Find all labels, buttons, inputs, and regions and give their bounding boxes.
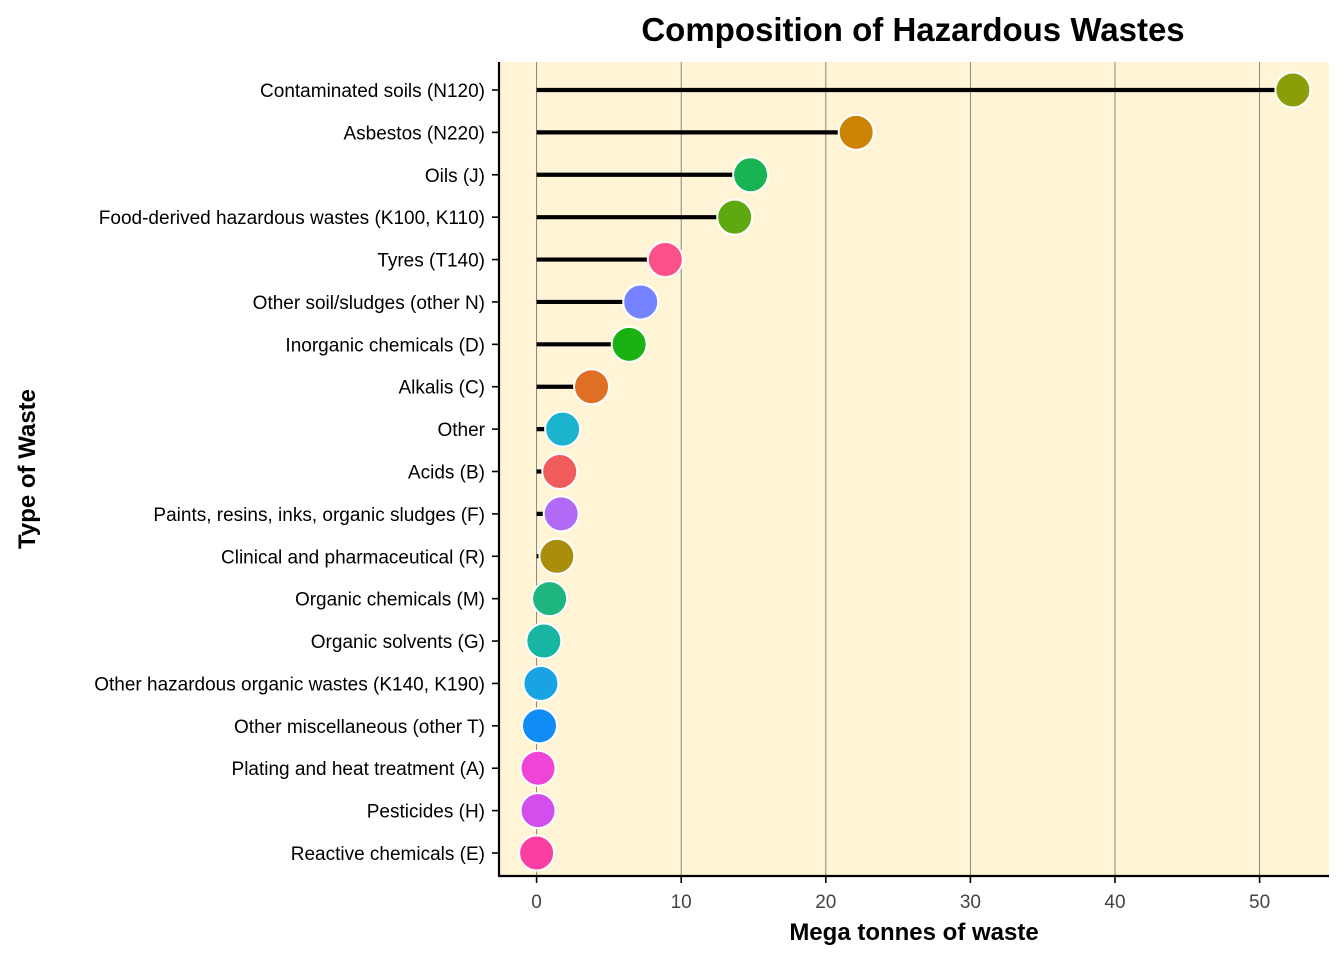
data-point xyxy=(542,495,580,533)
y-tick-label: Other hazardous organic wastes (K140, K1… xyxy=(94,674,485,695)
data-point xyxy=(732,156,770,194)
data-point xyxy=(646,241,684,279)
x-tick-label: 30 xyxy=(960,892,981,913)
y-tick-label: Inorganic chemicals (D) xyxy=(285,335,485,356)
y-tick-label: Pesticides (H) xyxy=(367,802,485,823)
y-tick-label: Food-derived hazardous wastes (K100, K11… xyxy=(99,208,485,229)
y-tick-label: Reactive chemicals (E) xyxy=(291,844,485,865)
x-tick-label: 20 xyxy=(815,892,836,913)
y-tick-label: Other miscellaneous (other T) xyxy=(234,717,485,738)
data-point xyxy=(519,792,557,830)
x-tick-label: 40 xyxy=(1104,892,1125,913)
y-tick-label: Oils (J) xyxy=(425,166,485,187)
y-tick-label: Asbestos (N220) xyxy=(343,123,485,144)
y-axis-title: Type of Waste xyxy=(14,389,41,549)
data-point xyxy=(538,537,576,575)
y-tick-label: Organic chemicals (M) xyxy=(295,590,485,611)
y-tick-label: Paints, resins, inks, organic sludges (F… xyxy=(153,505,485,526)
data-point xyxy=(1274,71,1312,109)
data-point xyxy=(522,664,560,702)
y-tick-label: Clinical and pharmaceutical (R) xyxy=(221,547,485,568)
x-tick-label: 0 xyxy=(531,892,542,913)
data-point xyxy=(837,113,875,151)
data-point xyxy=(610,325,648,363)
x-axis-title: Mega tonnes of waste xyxy=(789,919,1038,946)
x-tick-label: 10 xyxy=(671,892,692,913)
data-point xyxy=(573,368,611,406)
data-point xyxy=(541,453,579,490)
data-point xyxy=(622,283,660,321)
data-point xyxy=(716,198,754,236)
y-tick-label: Alkalis (C) xyxy=(398,378,485,399)
y-tick-label: Other soil/sludges (other N) xyxy=(253,293,485,314)
chart-title: Composition of Hazardous Wastes xyxy=(641,11,1184,48)
y-tick-label: Acids (B) xyxy=(408,463,485,484)
y-tick-label: Tyres (T140) xyxy=(377,251,485,272)
data-point xyxy=(525,622,563,660)
y-tick-label: Organic solvents (G) xyxy=(311,632,485,653)
plot-panel xyxy=(499,62,1329,876)
data-point xyxy=(544,410,582,448)
points xyxy=(518,71,1312,872)
data-point xyxy=(519,749,557,787)
y-tick-label: Other xyxy=(437,420,485,441)
data-point xyxy=(520,707,558,745)
data-point xyxy=(531,580,569,618)
y-tick-label: Contaminated soils (N120) xyxy=(260,81,485,102)
y-tick-label: Plating and heat treatment (A) xyxy=(232,759,485,780)
x-tick-label: 50 xyxy=(1249,892,1270,913)
data-point xyxy=(518,834,556,872)
x-ticks: 0 10 20 30 40 50 xyxy=(531,876,1270,913)
y-ticks: Contaminated soils (N120) Asbestos (N220)… xyxy=(94,81,499,865)
